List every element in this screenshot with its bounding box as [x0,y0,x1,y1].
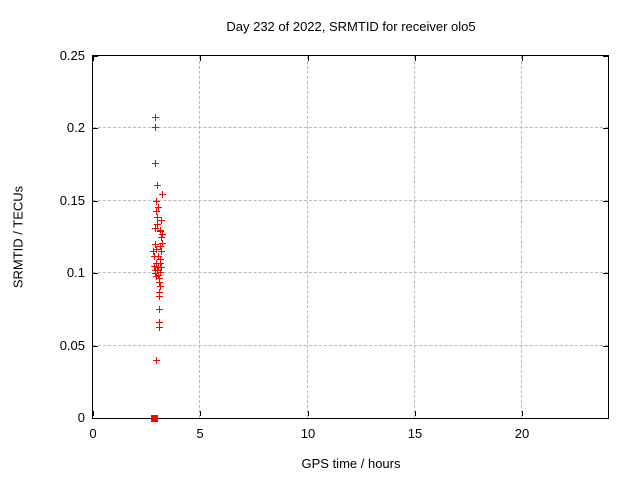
grid-line-y [93,199,608,201]
grid-line-y [93,344,608,346]
y-tick-mark [93,418,98,419]
y-tick-mark-right [603,418,608,419]
data-point [156,293,163,300]
x-tick-mark-top [415,56,416,61]
data-point [155,253,162,260]
data-point [152,124,159,131]
data-point [159,191,166,198]
data-point [151,253,158,260]
x-tick-mark-top [522,56,523,61]
x-tick-label: 10 [300,426,316,441]
data-point [154,221,161,228]
x-tick-mark-top [308,56,309,61]
x-tick-mark [522,411,523,416]
y-tick-mark-right [603,201,608,202]
data-point [154,214,161,221]
data-point [158,234,165,241]
data-point [153,246,160,253]
data-point [159,231,166,238]
data-point [153,273,160,280]
plot-area [92,55,609,422]
data-point [153,357,160,364]
data-point [153,198,160,205]
data-point [157,269,164,276]
data-point [156,275,163,282]
grid-line-x [413,56,415,418]
data-point [152,225,159,232]
data-point [152,270,159,277]
y-tick-mark [93,346,98,347]
data-point [150,248,157,255]
data-point [155,204,162,211]
data-point [156,289,163,296]
data-point [152,114,159,121]
y-tick-label: 0.05 [59,338,85,353]
y-tick-label: 0.15 [59,193,85,208]
y-tick-label: 0 [77,410,85,425]
data-point [153,260,160,267]
data-point [152,160,159,167]
x-tick-mark-top [200,56,201,61]
data-point [154,182,161,189]
data-point [156,306,163,313]
x-tick-mark [200,411,201,416]
x-tick-mark [308,411,309,416]
y-tick-mark [93,201,98,202]
data-point [152,241,159,248]
x-tick-mark-top [93,56,94,61]
data-point [157,260,164,267]
data-point [153,208,160,215]
x-tick-label: 15 [407,426,423,441]
y-tick-mark-right [603,273,608,274]
x-tick-label: 0 [89,426,97,441]
data-point [154,267,161,274]
x-tick-label: 20 [514,426,530,441]
y-tick-mark [93,128,98,129]
data-point-square [151,415,158,422]
y-tick-mark-right [603,128,608,129]
data-point [157,283,164,290]
data-point [158,248,165,255]
x-tick-mark [415,411,416,416]
data-point [156,319,163,326]
data-point [157,228,164,235]
grid-line-x [306,56,308,418]
grid-line-y [93,127,608,129]
data-point [157,243,164,250]
y-tick-mark-right [603,346,608,347]
data-point [151,263,158,270]
y-tick-mark [93,273,98,274]
y-tick-mark [93,56,98,57]
y-tick-label: 0.25 [59,48,85,63]
data-point [156,279,163,286]
data-point [158,217,165,224]
grid-line-x [521,56,523,418]
grid-line-x [199,56,201,418]
y-tick-label: 0.2 [66,120,85,135]
chart-title: Day 232 of 2022, SRMTID for receiver olo… [226,19,476,34]
x-tick-mark [93,411,94,416]
data-point [156,324,163,331]
grid-line-y [93,272,608,274]
x-axis-label: GPS time / hours [301,456,401,471]
data-point [157,256,164,263]
x-tick-label: 5 [196,426,204,441]
data-point [159,240,166,247]
y-tick-mark-right [603,56,608,57]
data-point [158,264,165,271]
y-tick-label: 0.1 [66,265,85,280]
data-point [155,272,162,279]
